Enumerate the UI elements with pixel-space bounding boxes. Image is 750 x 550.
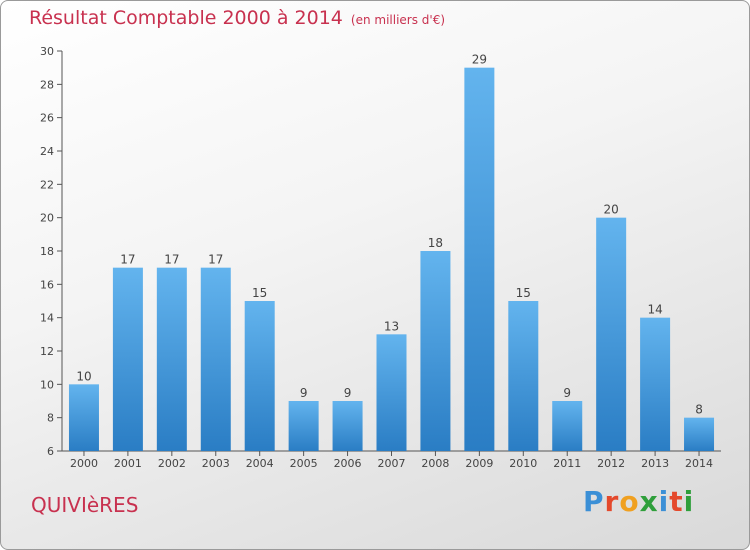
- y-tick-label: 12: [40, 345, 54, 358]
- x-tick-label-2010: 2010: [509, 457, 537, 470]
- bar-2002: [156, 267, 187, 451]
- bar-2008: [420, 251, 451, 451]
- bar-2012: [596, 217, 627, 451]
- data-label-2007: 13: [384, 319, 399, 333]
- chart-subtitle: (en milliers d'€): [350, 13, 446, 27]
- y-axis: 6 8 10 12 14 16 18 20 22 24 26 28 30: [40, 45, 63, 458]
- logo-letter: P: [583, 485, 605, 518]
- y-tick-label: 20: [40, 212, 54, 225]
- x-tick-label-2006: 2006: [334, 457, 362, 470]
- bar-2009: [464, 67, 495, 452]
- y-tick-label: 16: [40, 278, 54, 291]
- x-tick-label-2012: 2012: [597, 457, 625, 470]
- y-tick-label: 24: [40, 145, 54, 158]
- y-tick-label: 14: [40, 312, 54, 325]
- y-tick-label: 6: [47, 445, 54, 458]
- y-tick-label: 22: [40, 178, 54, 191]
- data-label-2009: 29: [472, 53, 487, 67]
- bar-2013: [640, 317, 671, 451]
- data-label-2008: 18: [428, 236, 443, 250]
- bar-2000: [68, 384, 99, 451]
- y-tick-label: 10: [40, 378, 54, 391]
- x-tick-label-2009: 2009: [465, 457, 493, 470]
- data-label-2002: 17: [164, 253, 179, 267]
- bar-2010: [508, 301, 539, 451]
- x-tick-label-2003: 2003: [202, 457, 230, 470]
- x-tick-label-2004: 2004: [246, 457, 274, 470]
- logo-letter: x: [639, 485, 659, 518]
- data-label-2001: 17: [120, 253, 135, 267]
- commune-name: QUIVIèRES: [31, 493, 139, 517]
- y-tick-label: 28: [40, 78, 54, 91]
- bar-2004: [244, 301, 275, 451]
- logo-letter: i: [658, 485, 670, 518]
- data-label-2003: 17: [208, 253, 223, 267]
- logo-letter: t: [669, 485, 684, 518]
- y-tick-label: 26: [40, 112, 54, 125]
- y-tick-label: 30: [40, 45, 54, 58]
- x-axis: 2000 2001 2002 2003 2004 2005 2006 2007 2008 2009…: [62, 450, 721, 470]
- data-label-2000: 10: [76, 369, 91, 383]
- data-label-2012: 20: [604, 203, 619, 217]
- data-label-2005: 9: [300, 386, 308, 400]
- x-tick-label-2002: 2002: [158, 457, 186, 470]
- x-tick-label-2001: 2001: [114, 457, 142, 470]
- chart-title-text: Résultat Comptable 2000 à 2014: [29, 7, 343, 29]
- y-tick-label: 18: [40, 245, 54, 258]
- bar-2001: [112, 267, 143, 451]
- proxiti-logo: Proxiti: [583, 485, 694, 518]
- data-label-2014: 8: [695, 403, 703, 417]
- bar-2014: [684, 417, 715, 451]
- y-tick-label: 8: [47, 412, 54, 425]
- logo-letter: r: [604, 485, 620, 518]
- bars: 10 17 17 17 15 9 9 13 18 29 15 9 20 14 8: [68, 53, 715, 452]
- bar-2003: [200, 267, 231, 451]
- x-tick-label-2011: 2011: [553, 457, 581, 470]
- logo-letter: i: [683, 485, 695, 518]
- data-label-2011: 9: [563, 386, 571, 400]
- logo-letter: o: [619, 485, 640, 518]
- data-label-2006: 9: [344, 386, 352, 400]
- bar-2011: [552, 401, 583, 451]
- data-label-2004: 15: [252, 286, 267, 300]
- data-label-2013: 14: [647, 303, 662, 317]
- bar-2005: [288, 401, 319, 451]
- chart-title: Résultat Comptable 2000 à 2014 (en millie…: [29, 7, 445, 29]
- x-tick-label-2005: 2005: [290, 457, 318, 470]
- bar-2007: [376, 334, 407, 451]
- x-tick-label-2014: 2014: [685, 457, 713, 470]
- x-tick-label-2007: 2007: [378, 457, 406, 470]
- x-tick-label-2008: 2008: [421, 457, 449, 470]
- bar-2006: [332, 401, 363, 451]
- data-label-2010: 15: [516, 286, 531, 300]
- x-tick-label-2013: 2013: [641, 457, 669, 470]
- x-tick-label-2000: 2000: [70, 457, 98, 470]
